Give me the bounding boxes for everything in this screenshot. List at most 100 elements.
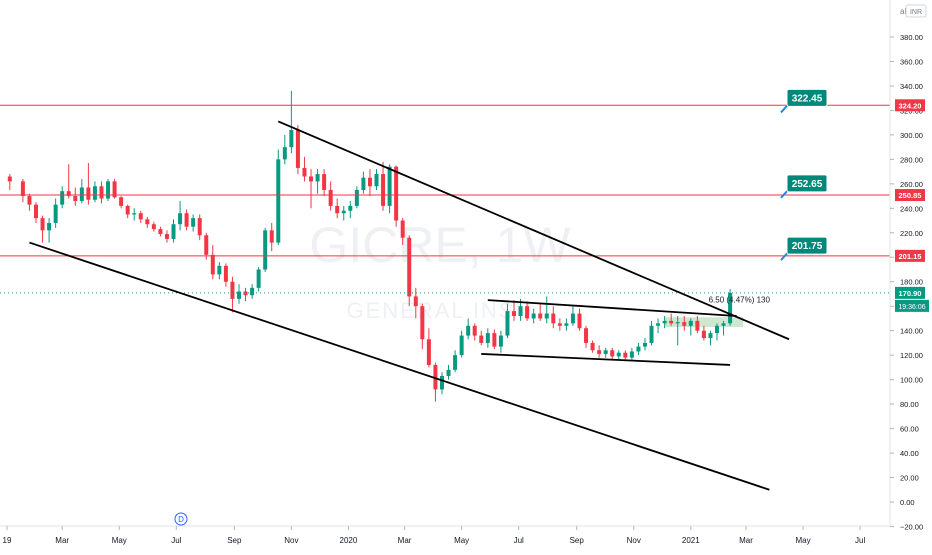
top-right-toggles[interactable]: al INR	[900, 4, 927, 18]
candle-body	[269, 230, 274, 243]
x-tick-label: May	[795, 536, 810, 545]
candle-body	[184, 213, 189, 227]
candle-body	[361, 177, 366, 190]
candle-body	[282, 147, 287, 160]
candle-body	[662, 320, 667, 324]
x-tick-label: Mar	[55, 536, 69, 545]
y-tick-label: 340.00	[900, 82, 923, 91]
x-tick-label: Nov	[284, 536, 298, 545]
time-axis[interactable]: 19 Mar May Jul Sep Nov 2020 Mar May Jul Sep Nov 2021…	[3, 526, 866, 545]
candle-body	[721, 323, 726, 326]
last-price-axis-label: 170.90	[899, 289, 922, 298]
candle-body	[472, 325, 477, 336]
watermark: GICRE, 1W GENERAL INSU	[309, 217, 571, 323]
target-callout-box	[786, 88, 828, 107]
candle-body	[518, 306, 523, 316]
candle-body	[636, 346, 641, 352]
candle-body	[99, 186, 104, 199]
candle-body	[551, 313, 556, 324]
candle-body	[210, 254, 215, 275]
candle-body	[60, 191, 65, 205]
price-lines-layer	[0, 104, 890, 294]
candle-body	[204, 235, 209, 255]
candle-body	[276, 159, 281, 243]
candle-body	[33, 204, 38, 219]
candle-body	[197, 218, 202, 236]
y-tick-label: 60.00	[900, 425, 919, 434]
y-tick-label: 260.00	[900, 180, 923, 189]
target-callout-label: 252.65	[792, 179, 823, 190]
candle-body	[531, 313, 536, 319]
candle-body	[112, 181, 117, 198]
candle-body	[47, 223, 52, 231]
x-tick-label: Mar	[739, 536, 753, 545]
change-annotation: 6.50 (4.47%) 130	[709, 296, 771, 305]
candle-body	[66, 191, 71, 197]
candle-body	[400, 220, 405, 238]
candle-body	[715, 325, 720, 334]
candle-body	[302, 167, 307, 177]
candle-body	[695, 320, 700, 331]
x-tick-label: 2021	[682, 536, 700, 545]
y-tick-label: 40.00	[900, 449, 919, 458]
currency-label: INR	[910, 9, 922, 16]
candle-body	[322, 174, 327, 190]
log-toggle[interactable]: al	[900, 7, 906, 16]
candle-body	[125, 205, 130, 215]
y-tick-label: 220.00	[900, 229, 923, 238]
candles-layer	[7, 90, 733, 402]
support-zone	[664, 317, 744, 328]
candle-body	[367, 177, 372, 187]
candle-body	[263, 230, 268, 270]
candle-body	[570, 313, 575, 324]
y-tick-label: 0.00	[900, 498, 915, 507]
candle-body	[492, 333, 497, 347]
target-callout-label: 201.75	[792, 241, 823, 252]
y-tick-label: 80.00	[900, 400, 919, 409]
candle-body	[119, 197, 124, 206]
target-callout-box	[786, 174, 828, 193]
candle-body	[512, 311, 517, 316]
annotations-layer: 322.45 252.65 201.75 6.50 (4.47%) 130	[709, 88, 828, 305]
watermark-symbol: GICRE, 1W	[309, 217, 571, 273]
dividend-marker-circle[interactable]	[174, 512, 188, 526]
trendlines-layer	[29, 120, 790, 491]
price-line-axis-badge	[895, 249, 925, 262]
price-line-axis-badge	[895, 99, 925, 112]
price-line-axis-label: 201.15	[899, 252, 922, 261]
candle-body	[728, 292, 733, 324]
candle-body	[374, 174, 379, 187]
candle-body	[40, 218, 45, 231]
currency-box[interactable]	[905, 4, 927, 18]
candle-body	[328, 189, 333, 206]
candle-body	[420, 306, 425, 340]
candle-body	[584, 328, 589, 343]
target-callout-label: 322.45	[792, 93, 823, 104]
candle-body	[86, 187, 91, 200]
candle-body	[132, 213, 137, 215]
x-tick-label: 2020	[340, 536, 358, 545]
countdown-axis-badge	[895, 299, 929, 312]
candle-body	[603, 350, 608, 354]
y-tick-label: 140.00	[900, 327, 923, 336]
candle-body	[309, 176, 314, 182]
watermark-name: GENERAL INSU	[346, 298, 533, 323]
candle-body	[250, 287, 255, 296]
y-tick-label: 280.00	[900, 155, 923, 164]
candle-body	[498, 335, 503, 347]
dividend-marker[interactable]: D	[174, 512, 188, 526]
candle-body	[433, 364, 438, 390]
candle-body	[164, 234, 169, 239]
candle-body	[151, 224, 156, 230]
y-tick-label: 180.00	[900, 278, 923, 287]
x-tick-label: Jul	[171, 536, 181, 545]
candle-body	[381, 174, 386, 206]
price-line-axis-label: 250.85	[899, 191, 922, 200]
candle-body	[544, 313, 549, 319]
candle-body	[178, 213, 183, 225]
candle-body	[7, 176, 12, 182]
trendline-triangle-lower	[481, 353, 731, 366]
